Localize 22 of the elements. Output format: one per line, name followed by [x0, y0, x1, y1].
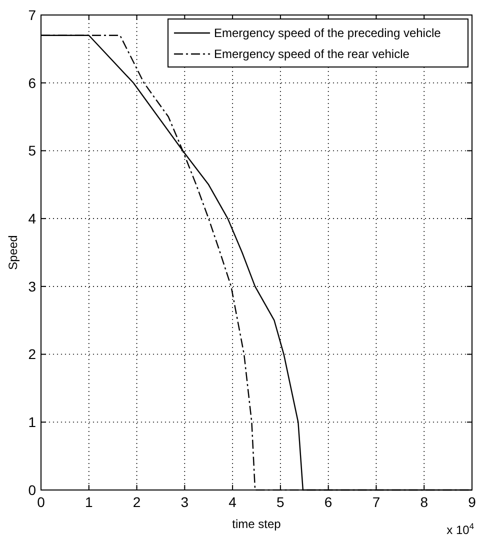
y-axis-title: Speed [6, 235, 20, 270]
x-tick-label: 1 [84, 494, 93, 510]
y-tick-label: 3 [28, 278, 36, 294]
y-tick-label: 5 [28, 142, 36, 159]
x-tick-label: 4 [228, 494, 237, 510]
x-tick-label: 7 [372, 494, 380, 510]
x-axis-title: time step [232, 517, 282, 531]
y-tick-label: 4 [28, 210, 36, 226]
x-tick-label: 6 [324, 494, 332, 510]
y-tick-label: 6 [28, 74, 36, 91]
y-tick-label: 7 [28, 6, 36, 23]
text: x 10$^{4}$ [446, 521, 474, 537]
x-tick-label: 5 [276, 494, 285, 510]
y-tick-label: 0 [28, 482, 36, 498]
legend-label: Emergency speed of the preceding vehicle [214, 26, 442, 40]
y-tick-label: 1 [28, 414, 36, 430]
y-tick-label: 2 [28, 346, 36, 362]
x-tick-label: 9 [468, 494, 476, 510]
legend-label: Emergency speed of the rear vehicle [214, 47, 410, 62]
x-tick-label: 2 [132, 494, 141, 510]
x-tick-label: 8 [420, 494, 428, 510]
x-tick-label: 3 [180, 494, 189, 510]
